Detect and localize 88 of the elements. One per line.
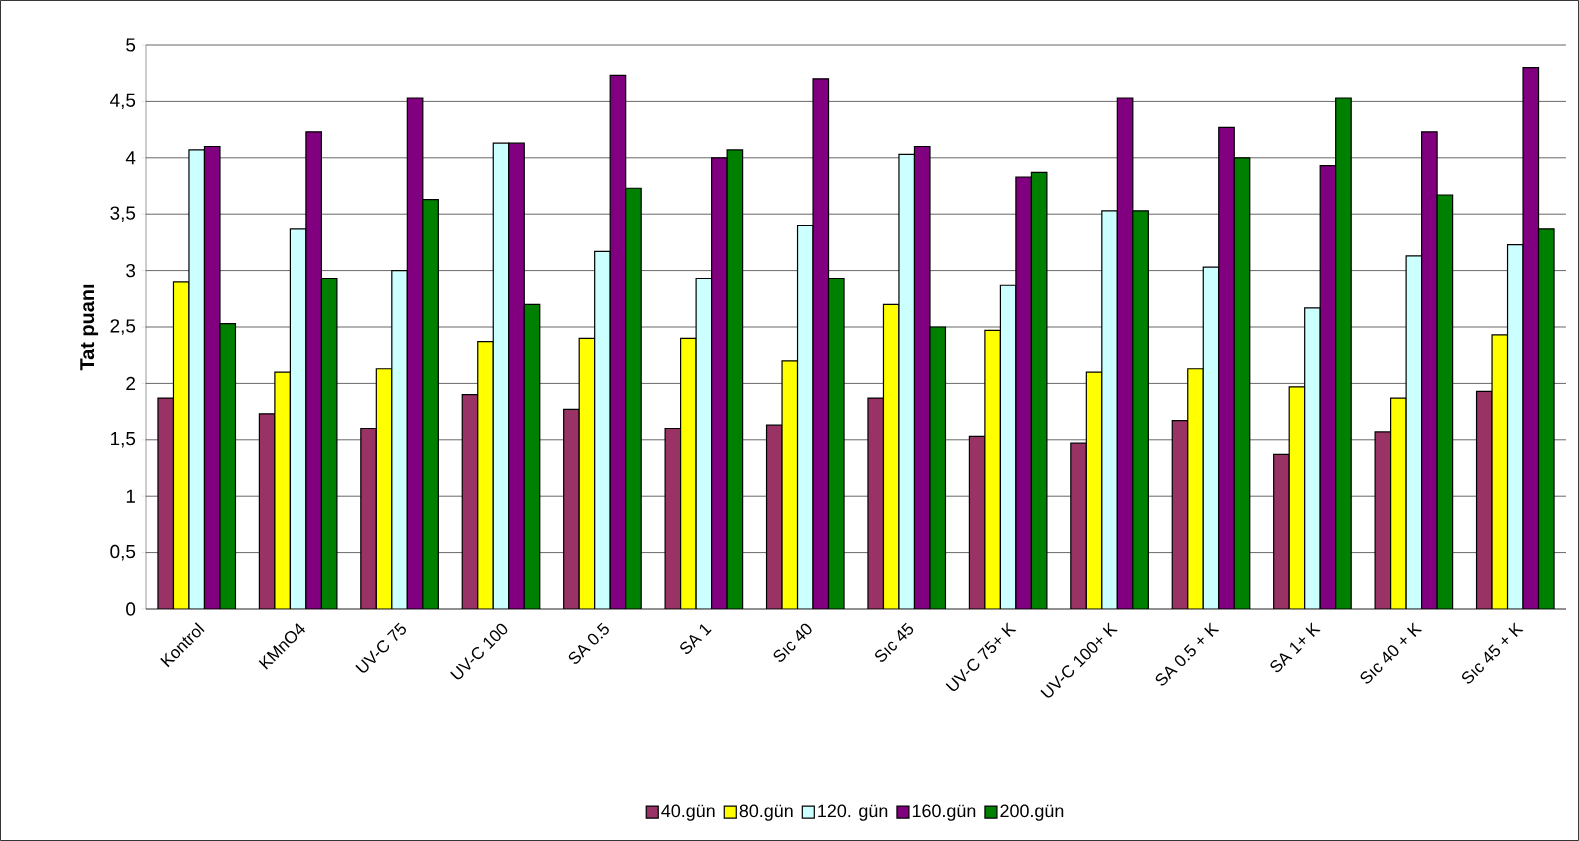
x-tick-label: SA 1+ K — [1270, 622, 1321, 673]
bar — [578, 337, 596, 609]
bar — [827, 277, 845, 609]
bar — [1405, 255, 1423, 609]
bar — [1289, 386, 1305, 609]
bar — [929, 326, 947, 609]
bar — [999, 284, 1017, 609]
bar — [609, 74, 627, 609]
bar — [726, 149, 744, 609]
x-tick-label: Sıc 45 + K — [1461, 622, 1524, 684]
bar — [680, 337, 697, 609]
bar — [1475, 390, 1493, 609]
y-tick-label: 0,5 — [110, 544, 136, 561]
bar — [1218, 126, 1235, 609]
bar — [274, 371, 291, 609]
bar — [375, 368, 393, 609]
bar — [563, 408, 580, 609]
y-tick-label: 4 — [125, 151, 136, 165]
bar — [1070, 442, 1087, 609]
bar — [492, 142, 510, 609]
x-tick-label: SA 0.5 + K — [1155, 622, 1220, 686]
bar — [1537, 228, 1555, 609]
bar — [796, 224, 814, 609]
bar — [984, 329, 1001, 609]
x-tick-label: Sıc 40 + K — [1360, 622, 1423, 684]
bar — [508, 142, 525, 609]
bar — [305, 131, 322, 609]
bar — [1202, 266, 1220, 609]
bar — [422, 198, 439, 609]
bar — [1116, 97, 1134, 609]
bar — [1187, 368, 1204, 609]
bar — [391, 270, 408, 609]
legend-label: 80.gün — [739, 804, 793, 821]
x-tick-label: Sıc 40 — [773, 623, 812, 662]
bar — [1171, 420, 1189, 609]
bar — [695, 277, 713, 609]
bar — [203, 145, 221, 609]
bar — [711, 157, 728, 609]
y-axis-title: Tat puanı — [80, 284, 99, 371]
bar — [1085, 371, 1103, 609]
bar — [320, 277, 338, 609]
bar — [406, 97, 424, 609]
bar — [1233, 157, 1251, 609]
bar — [781, 360, 799, 609]
x-tick-label: SA 1 — [680, 624, 712, 654]
legend-label: 160.gün — [912, 804, 976, 821]
x-tick-label: SA 0.5 — [568, 622, 609, 664]
bar — [461, 394, 479, 609]
bar — [1421, 131, 1438, 609]
bar — [1030, 171, 1048, 609]
bar — [219, 323, 237, 609]
y-tick-label: 0 — [126, 602, 136, 616]
bar — [1335, 98, 1352, 609]
y-tick-label: 2,5 — [110, 319, 136, 335]
bar — [594, 250, 611, 609]
y-tick-label: 1,5 — [111, 432, 136, 448]
y-tick-label: 4,5 — [110, 93, 136, 110]
bar — [913, 145, 931, 609]
y-tick-label: 3 — [126, 263, 136, 278]
bar — [625, 187, 642, 609]
bar — [1320, 165, 1336, 609]
x-tick-label: Sıc 45 — [875, 622, 914, 662]
bar — [1132, 210, 1149, 609]
bar — [812, 78, 830, 609]
bar — [172, 281, 190, 609]
bar — [523, 303, 541, 609]
bar — [188, 149, 206, 609]
legend-label: 200.gün — [1000, 804, 1064, 821]
bar — [1436, 194, 1454, 609]
bar — [289, 228, 307, 609]
bar — [1491, 334, 1509, 609]
bar — [1101, 210, 1118, 609]
legend-label: 120. gün — [818, 804, 888, 821]
bar — [1506, 244, 1524, 609]
bar — [1304, 307, 1321, 609]
y-tick-label: 2 — [126, 376, 135, 391]
bar — [882, 303, 900, 609]
bar — [664, 427, 682, 609]
bar — [1273, 454, 1290, 609]
bar — [1015, 176, 1032, 609]
legend-label: 40.gün — [661, 804, 715, 821]
bar — [477, 341, 494, 609]
y-tick-label: 3,5 — [110, 206, 136, 223]
bar — [898, 153, 916, 609]
bar — [1522, 66, 1540, 609]
bar — [360, 427, 377, 609]
y-tick-label: 1 — [126, 489, 135, 503]
y-tick-label: 5 — [126, 38, 136, 52]
